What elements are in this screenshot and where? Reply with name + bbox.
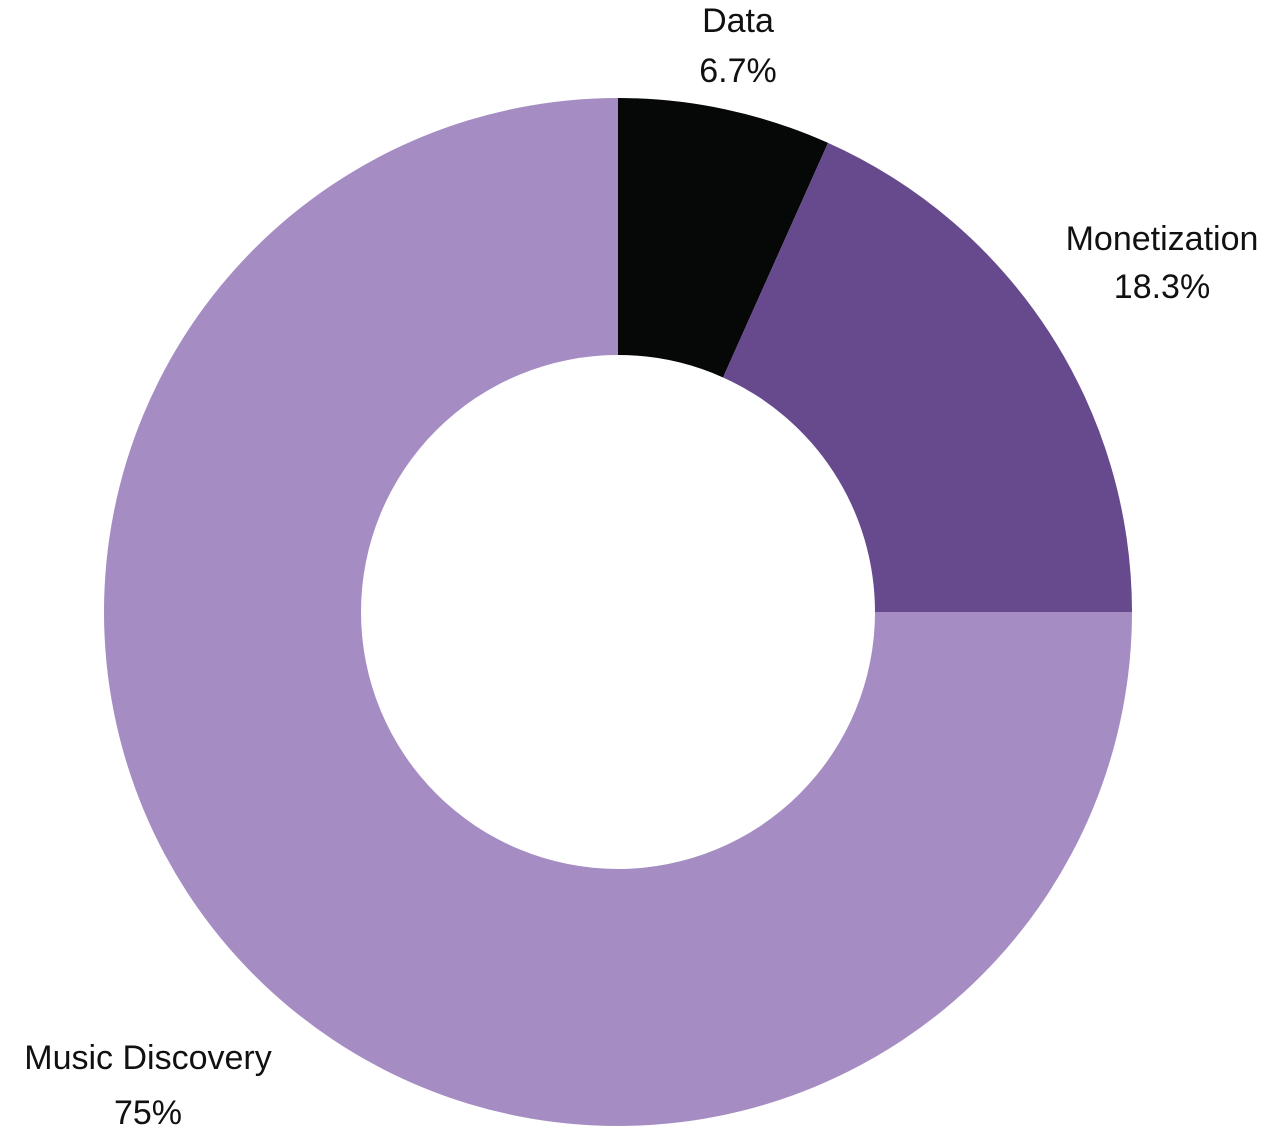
label-music-discovery-name: Music Discovery bbox=[24, 1039, 271, 1077]
slice-monetization bbox=[723, 142, 1132, 612]
label-monetization-name: Monetization bbox=[1066, 220, 1259, 258]
slice-data bbox=[618, 98, 829, 378]
label-data-value: 6.7% bbox=[699, 52, 777, 90]
slice-music-discovery bbox=[104, 98, 1132, 1126]
label-data-name: Data bbox=[702, 2, 774, 40]
donut-slices bbox=[104, 98, 1132, 1126]
slice-labels: Data 6.7% Monetization 18.3% Music Disco… bbox=[24, 2, 1258, 1132]
label-monetization-value: 18.3% bbox=[1114, 268, 1210, 306]
label-music-discovery-value: 75% bbox=[114, 1094, 182, 1132]
